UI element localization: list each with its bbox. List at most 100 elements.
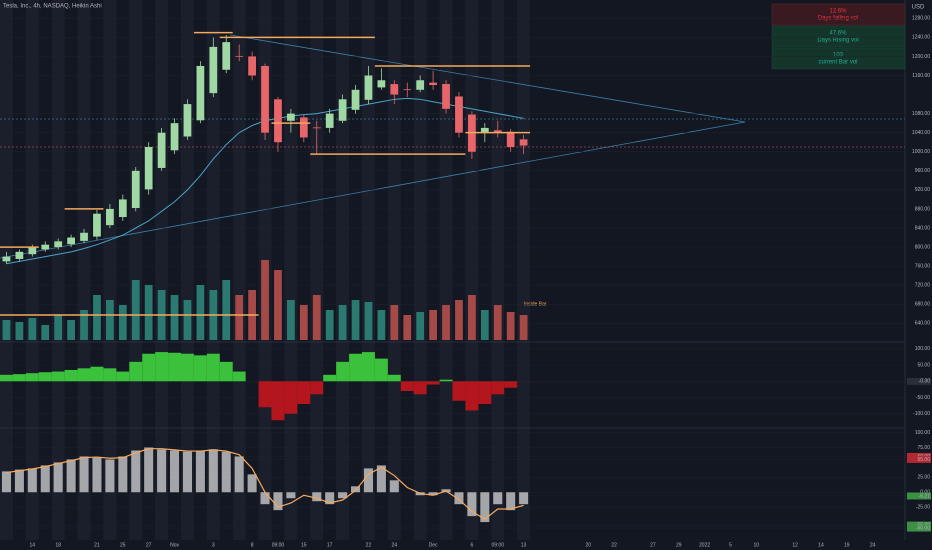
stripe xyxy=(103,0,117,540)
x-tick-label: 09:00 xyxy=(272,542,285,548)
y-tick-label: 680.00 xyxy=(915,302,931,308)
candle-body xyxy=(80,232,88,241)
volume-bar xyxy=(144,285,153,340)
x-tick-label: Dec xyxy=(429,542,438,548)
candle-body xyxy=(403,89,412,91)
currency: USD xyxy=(912,5,925,11)
oscillator-bar xyxy=(312,492,322,502)
oscillator-bar xyxy=(144,447,154,493)
oscillator-bar xyxy=(286,492,296,499)
candle-body xyxy=(480,127,489,134)
oscillator-bar xyxy=(247,474,257,493)
y-tick-label: -0.30 xyxy=(919,379,931,385)
histogram-bar xyxy=(142,353,156,382)
histogram-bar xyxy=(77,368,91,382)
volume-bar xyxy=(2,320,11,340)
candle-body xyxy=(93,213,101,237)
candle-body xyxy=(364,75,373,100)
histogram-bar xyxy=(0,374,13,382)
oscillator-bar xyxy=(389,480,399,493)
stripe xyxy=(0,0,13,540)
volume-bar xyxy=(325,310,334,340)
stripe xyxy=(387,0,401,540)
y-tick-label: 1200.00 xyxy=(912,54,930,60)
chart-title: Tesla, Inc., 4h, NASDAQ, Heikin Ashi xyxy=(3,4,102,10)
histogram-bar xyxy=(51,371,65,382)
candle-body xyxy=(67,237,75,245)
y-tick-label: 1280.00 xyxy=(912,16,930,22)
candle-body xyxy=(519,139,528,146)
y-tick-label: 100.00 xyxy=(915,346,931,352)
x-tick-label: 13 xyxy=(521,542,527,548)
candle-body xyxy=(170,123,179,151)
histogram-bar xyxy=(310,381,324,395)
volume-bar xyxy=(455,300,463,340)
histogram-bar xyxy=(387,374,401,382)
oscillator-bar xyxy=(53,462,63,493)
x-tick-label: 2022 xyxy=(699,542,710,548)
y-tick-label: 50.00 xyxy=(917,362,930,368)
x-tick-label: 22 xyxy=(611,542,617,548)
volume-bar xyxy=(41,325,50,340)
stat-box xyxy=(771,47,906,70)
volume-bar xyxy=(299,305,308,340)
histogram-bar xyxy=(297,381,311,404)
y-tick-label: -100.00 xyxy=(913,411,930,417)
oscillator-bar xyxy=(363,468,373,493)
oscillator-bar xyxy=(454,492,464,505)
stat-label: Days Rising vol xyxy=(817,38,858,44)
stripe xyxy=(310,0,324,540)
oscillator-bar xyxy=(467,492,477,517)
y-tick-label: 1080.00 xyxy=(912,111,930,117)
oscillator-bar xyxy=(118,456,128,493)
y-tick-label: 1000.00 xyxy=(912,149,930,155)
oscillator-bar xyxy=(480,492,490,523)
volume-bar xyxy=(118,305,127,340)
oscillator-bar xyxy=(131,450,141,493)
y-tick-label: 1160.00 xyxy=(912,73,930,79)
stripe xyxy=(465,0,479,540)
x-tick-label: 24 xyxy=(392,542,398,548)
histogram-bar xyxy=(219,361,233,382)
histogram-bar xyxy=(465,381,479,411)
stat-value: 12.6% xyxy=(829,9,847,15)
stat-box xyxy=(771,3,906,26)
y-tick-label: 1040.00 xyxy=(912,130,930,136)
x-tick-label: 17 xyxy=(327,542,333,548)
volume-bar xyxy=(377,310,386,340)
tick-box xyxy=(907,455,931,463)
x-tick-label: 14 xyxy=(30,542,36,548)
signal-line xyxy=(6,448,524,520)
oscillator-bar xyxy=(506,492,516,511)
histogram-bar xyxy=(374,358,388,382)
volume-bar xyxy=(222,280,231,340)
volume-bar xyxy=(274,270,282,340)
volume-bar xyxy=(196,285,205,340)
histogram-bar xyxy=(491,381,505,395)
histogram-bar xyxy=(284,381,298,414)
stripe xyxy=(517,0,531,540)
x-tick-label: 14 xyxy=(818,542,824,548)
candle-body xyxy=(41,244,50,250)
volume-bar xyxy=(468,295,476,340)
oscillator-bar xyxy=(66,459,76,493)
x-tick-label: 20 xyxy=(585,542,591,548)
volume-bar xyxy=(351,300,360,340)
x-tick-label: 15 xyxy=(301,542,307,548)
volume-bar xyxy=(442,305,450,340)
candle-body xyxy=(429,82,437,86)
volume-bar xyxy=(80,310,88,340)
candle-body xyxy=(183,104,192,137)
volume-bar xyxy=(416,312,425,340)
histogram-bar xyxy=(400,381,414,392)
oscillator-bar xyxy=(79,456,89,493)
y-tick-label: 55.00 xyxy=(917,457,930,463)
oscillator-bar xyxy=(376,465,386,493)
histogram-bar xyxy=(336,361,350,382)
candle-body xyxy=(274,99,282,143)
histogram-bar xyxy=(155,352,169,382)
candle-body xyxy=(2,256,11,262)
histogram-bar xyxy=(439,379,453,382)
histogram-bar xyxy=(90,366,104,382)
y-tick-label: 920.00 xyxy=(915,187,931,193)
